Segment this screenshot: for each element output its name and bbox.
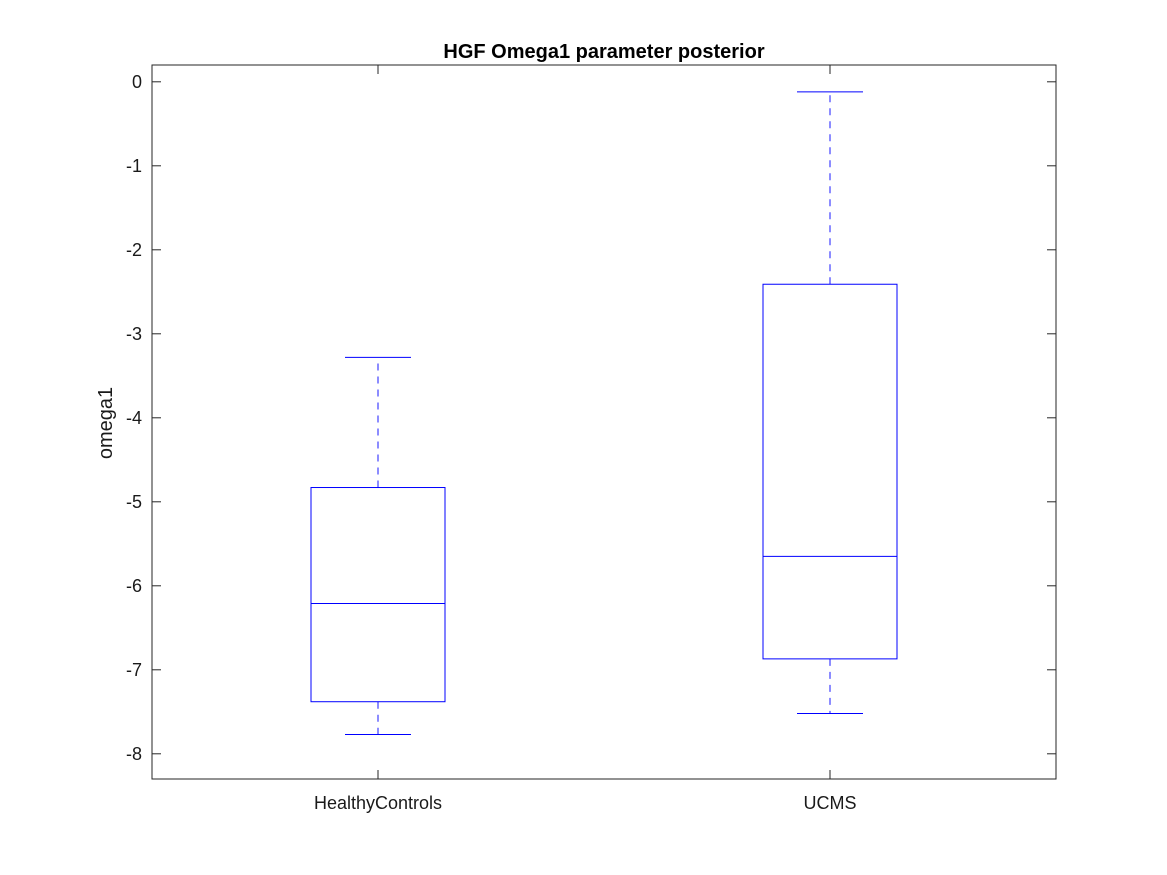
y-tick-label: -8	[126, 744, 142, 764]
y-tick-label: -4	[126, 408, 142, 428]
y-axis: 0 -1 -2 -3 -4 -5 -6 -7 -8	[126, 72, 1056, 764]
boxes	[310, 91, 898, 735]
x-axis: HealthyControls UCMS	[314, 65, 857, 813]
plot-frame	[151, 64, 1057, 780]
box-1	[310, 356, 446, 735]
y-tick-label: -5	[126, 492, 142, 512]
y-tick-label: -2	[126, 240, 142, 260]
y-tick-label: -7	[126, 660, 142, 680]
iqr-box	[310, 487, 446, 703]
y-tick-label: -6	[126, 576, 142, 596]
chart-title: HGF Omega1 parameter posterior	[443, 41, 764, 63]
x-tick-label: HealthyControls	[314, 793, 442, 813]
iqr-box	[762, 283, 898, 660]
y-tick-label: -3	[126, 324, 142, 344]
y-axis-label: omega1	[95, 387, 117, 459]
x-tick-label: UCMS	[804, 793, 857, 813]
box-2	[762, 91, 898, 714]
y-tick-label: -1	[126, 156, 142, 176]
y-tick-label: 0	[132, 72, 142, 92]
